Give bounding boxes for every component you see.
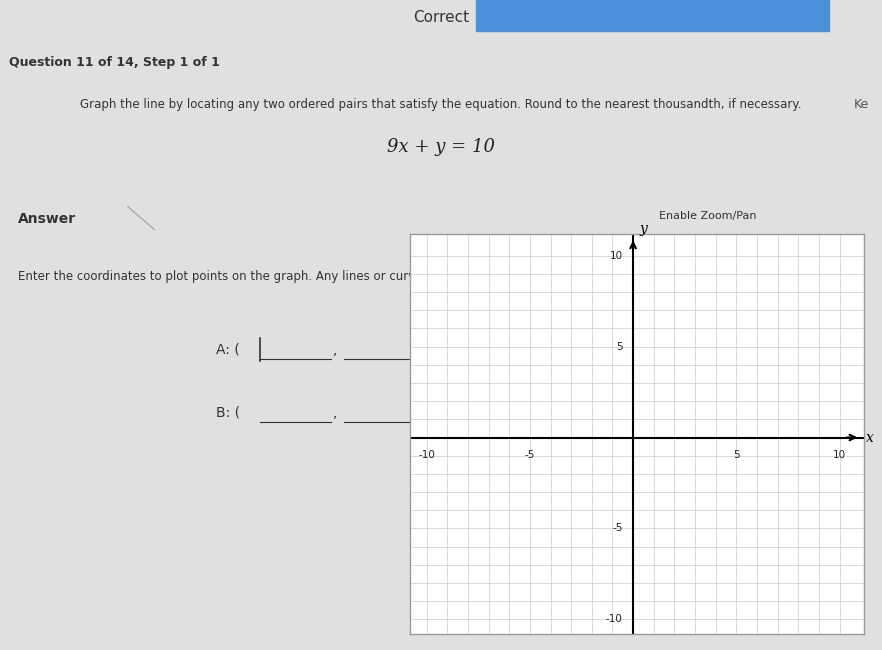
Text: Ke: Ke <box>854 98 869 111</box>
Text: -5: -5 <box>525 450 535 460</box>
Text: Graph the line by locating any two ordered pairs that satisfy the equation. Roun: Graph the line by locating any two order… <box>80 98 802 111</box>
Text: -10: -10 <box>606 614 623 624</box>
Text: Answer: Answer <box>18 213 76 226</box>
Text: ,: , <box>333 406 338 420</box>
Text: ,: , <box>333 343 338 357</box>
Text: A: (: A: ( <box>216 343 240 357</box>
Text: 10: 10 <box>609 251 623 261</box>
Text: Enter the coordinates to plot points on the graph. Any lines or curves will be d: Enter the coordinates to plot points on … <box>18 270 727 283</box>
Text: 10: 10 <box>833 450 846 460</box>
Text: 5: 5 <box>617 342 623 352</box>
Text: Correct: Correct <box>413 10 469 25</box>
Text: ): ) <box>416 343 422 357</box>
Text: 5: 5 <box>733 450 740 460</box>
Text: Enable Zoom/Pan: Enable Zoom/Pan <box>659 211 757 222</box>
Text: Question 11 of 14, Step 1 of 1: Question 11 of 14, Step 1 of 1 <box>9 56 220 69</box>
Text: -10: -10 <box>418 450 435 460</box>
Text: -5: -5 <box>612 523 623 534</box>
Text: ): ) <box>416 406 422 420</box>
Text: y: y <box>639 222 647 236</box>
Text: B: (: B: ( <box>216 406 240 420</box>
Text: x: x <box>866 430 874 445</box>
Bar <box>476 0 829 31</box>
Text: 9x + y = 10: 9x + y = 10 <box>387 138 495 156</box>
